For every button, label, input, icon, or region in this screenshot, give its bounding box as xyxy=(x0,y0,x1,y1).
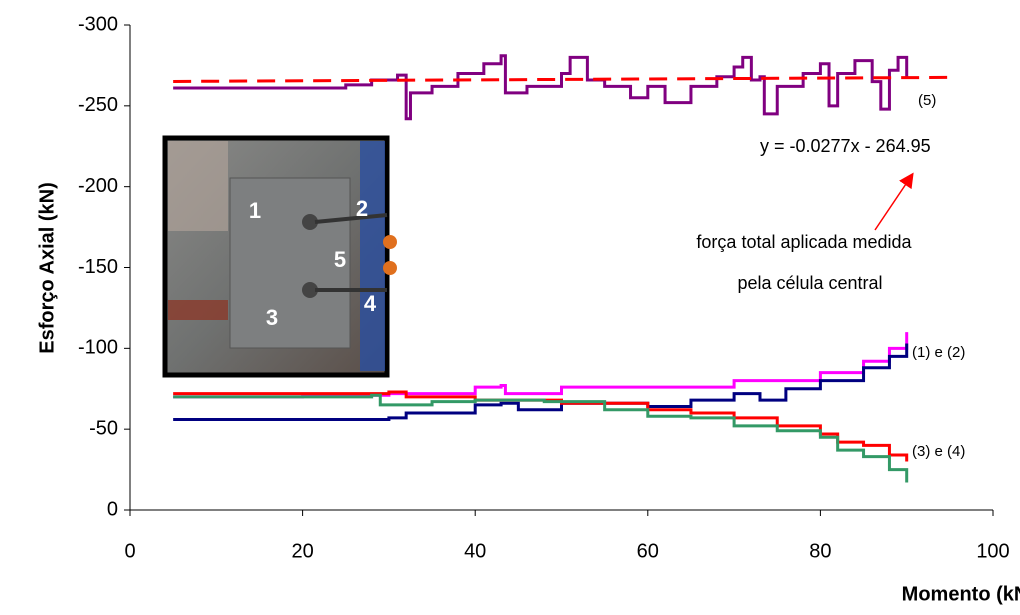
annotation: pela célula central xyxy=(737,273,882,293)
arrow xyxy=(874,172,914,231)
y-tick-label: -150 xyxy=(78,256,118,278)
series-line xyxy=(173,54,909,121)
x-tick-label: 80 xyxy=(809,540,831,562)
y-tick-label: -200 xyxy=(78,175,118,197)
inset-label: 5 xyxy=(334,247,346,272)
annotation: y = -0.0277x - 264.95 xyxy=(760,136,931,156)
x-tick-label: 60 xyxy=(637,540,659,562)
x-tick-label: 20 xyxy=(291,540,313,562)
inset-label: 3 xyxy=(266,305,278,330)
inset-label: 2 xyxy=(356,196,368,221)
series-line xyxy=(173,393,909,483)
annotation: força total aplicada medida xyxy=(696,232,912,252)
inset-label: 1 xyxy=(249,198,261,223)
inset-label: 4 xyxy=(364,291,377,316)
y-tick-label: -100 xyxy=(78,337,118,359)
x-tick-label: 100 xyxy=(976,540,1009,562)
x-tick-label: 40 xyxy=(464,540,486,562)
series-line xyxy=(173,343,909,421)
y-tick-label: -300 xyxy=(78,13,118,35)
annotation: (3) e (4) xyxy=(912,443,965,460)
y-tick-label: -250 xyxy=(78,94,118,116)
x-tick-label: 0 xyxy=(124,540,135,562)
y-tick-label: -50 xyxy=(89,417,118,439)
y-axis-title: Esforço Axial (kN) xyxy=(36,182,58,354)
annotation: (5) xyxy=(918,92,936,109)
series-line xyxy=(173,390,909,462)
x-axis-title: Momento (kN.m) xyxy=(902,583,1020,605)
y-tick-label: 0 xyxy=(107,498,118,520)
photo-inset xyxy=(162,135,397,378)
series-line xyxy=(173,75,950,83)
annotation: (1) e (2) xyxy=(912,344,965,361)
